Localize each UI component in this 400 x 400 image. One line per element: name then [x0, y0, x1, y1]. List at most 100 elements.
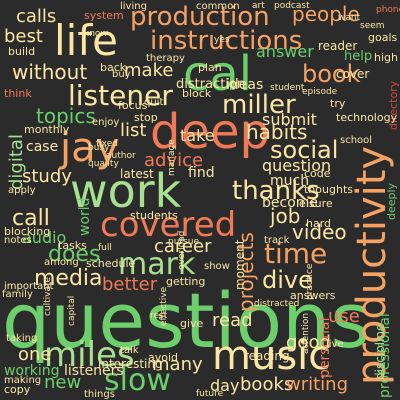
word-cloud-word: manage	[167, 139, 177, 176]
word-cloud-word: questions	[2, 276, 370, 365]
word-cloud-word: hard	[306, 217, 332, 230]
word-cloud-word: full	[98, 243, 112, 253]
word-cloud-word: track	[264, 235, 290, 246]
word-cloud-word: life	[54, 16, 118, 65]
word-cloud-word: take	[180, 126, 215, 145]
word-cloud-word: career	[154, 236, 212, 257]
word-cloud-word: distraction	[176, 77, 246, 92]
word-cloud-word: books	[240, 374, 294, 395]
word-cloud-word: student	[270, 83, 305, 93]
word-cloud-word: tasks	[58, 239, 87, 252]
word-cloud-word: mark	[118, 247, 196, 282]
word-cloud-word: block	[182, 87, 212, 100]
word-cloud-word: deep	[150, 104, 270, 160]
word-cloud-word: seem	[360, 21, 385, 31]
word-cloud-word: dive	[262, 266, 313, 294]
word-cloud-word: working	[4, 363, 60, 379]
word-cloud-word: answers	[290, 289, 336, 302]
word-cloud-word: listeners	[64, 363, 124, 379]
word-cloud-word: work	[70, 164, 182, 218]
word-cloud-word: topics	[36, 104, 96, 128]
word-cloud-word: good	[286, 332, 331, 353]
word-cloud-word: common	[196, 1, 240, 12]
word-cloud-word: rest	[150, 311, 168, 321]
word-cloud-word: media	[34, 266, 103, 291]
word-cloud-word: monthly	[24, 123, 70, 136]
word-cloud-word: cal	[183, 46, 253, 102]
word-cloud-word: try	[330, 97, 346, 110]
word-cloud-word: use	[328, 306, 360, 327]
word-cloud-word: help	[344, 49, 373, 64]
word-cloud-word: distracted	[254, 299, 300, 309]
word-cloud-word: yes	[214, 35, 230, 45]
word-cloud-word: quit	[144, 97, 164, 108]
word-cloud-word: moment	[233, 239, 247, 290]
word-cloud-word: leisure	[296, 197, 333, 210]
word-cloud-word: people	[292, 2, 360, 26]
word-cloud-word: taking	[6, 333, 38, 344]
word-cloud-word: covered	[100, 205, 237, 245]
word-cloud-word: focus	[118, 99, 148, 112]
word-cloud-word: technology	[336, 111, 398, 124]
word-cloud-word: thanks	[232, 176, 320, 206]
word-cloud-word: video	[292, 220, 347, 244]
word-cloud-word: quality	[88, 159, 119, 169]
word-cloud-word: fixed	[96, 139, 118, 149]
word-cloud-word: advice	[144, 150, 204, 171]
word-cloud-word: goals	[368, 31, 398, 44]
word-cloud-word: without	[12, 60, 88, 84]
word-cloud-word: buy	[112, 69, 131, 80]
word-cloud-word: book	[302, 60, 361, 88]
word-cloud-word: music	[212, 333, 331, 379]
word-cloud-word: notes	[4, 235, 32, 246]
word-cloud-word: school	[340, 135, 373, 146]
word-cloud-word: jay	[60, 125, 120, 171]
word-cloud-word: system	[84, 9, 124, 22]
word-cloud-word: stop	[134, 111, 158, 124]
word-cloud-word: writing	[286, 374, 349, 395]
word-cloud-word: interesting	[98, 357, 163, 371]
word-cloud-word: miller	[222, 90, 296, 120]
word-cloud-word: question	[262, 156, 332, 175]
word-cloud-word: art	[252, 1, 265, 11]
word-cloud-word: audio	[22, 228, 67, 247]
word-cloud-word: does	[48, 242, 101, 267]
word-cloud-word: podcast	[274, 1, 310, 11]
word-cloud-word: show	[204, 261, 230, 272]
word-cloud-word: discipline	[373, 323, 387, 380]
word-cloud-word: copy	[4, 383, 31, 396]
word-cloud-word: one	[18, 344, 52, 365]
word-cloud-word: habits	[246, 120, 308, 144]
word-cloud-word: enjoy	[92, 117, 120, 128]
word-cloud-word: attention	[301, 312, 311, 354]
word-cloud-word: new	[44, 372, 82, 393]
word-cloud-word: social	[270, 136, 339, 164]
word-cloud-word: cover	[336, 67, 370, 81]
word-cloud-word: future	[196, 389, 224, 399]
word-cloud-word: read	[212, 310, 253, 331]
word-cloud-word: build	[8, 45, 36, 58]
word-cloud-word: apply	[8, 185, 36, 196]
word-cloud-word: submit	[262, 110, 317, 129]
word-cloud-word: many	[152, 354, 203, 375]
word-cloud-word: blocking	[4, 225, 51, 238]
word-cloud-word: episode	[302, 87, 338, 97]
word-cloud-word: busy	[88, 143, 110, 153]
word-cloud-word: world	[77, 197, 93, 236]
word-cloud-word: miles	[44, 335, 135, 375]
word-cloud-word: reader	[318, 39, 358, 53]
word-cloud-word: important	[4, 281, 54, 292]
word-cloud-word: give	[180, 317, 204, 330]
word-cloud-word: think	[4, 87, 32, 100]
word-cloud-word: among	[44, 257, 79, 268]
word-cloud-word: ideas	[226, 77, 264, 93]
word-cloud-word: therapy	[146, 53, 185, 64]
word-cloud-word: best	[4, 26, 43, 47]
word-cloud-word: living	[120, 1, 147, 12]
word-cloud-word: thoughts	[304, 183, 353, 196]
word-cloud-word: pursue	[168, 237, 200, 247]
word-cloud-word: list	[120, 120, 147, 141]
word-cloud-word: want	[338, 13, 361, 23]
word-cloud-word: better	[102, 274, 158, 295]
word-cloud-word: phone	[376, 5, 400, 15]
